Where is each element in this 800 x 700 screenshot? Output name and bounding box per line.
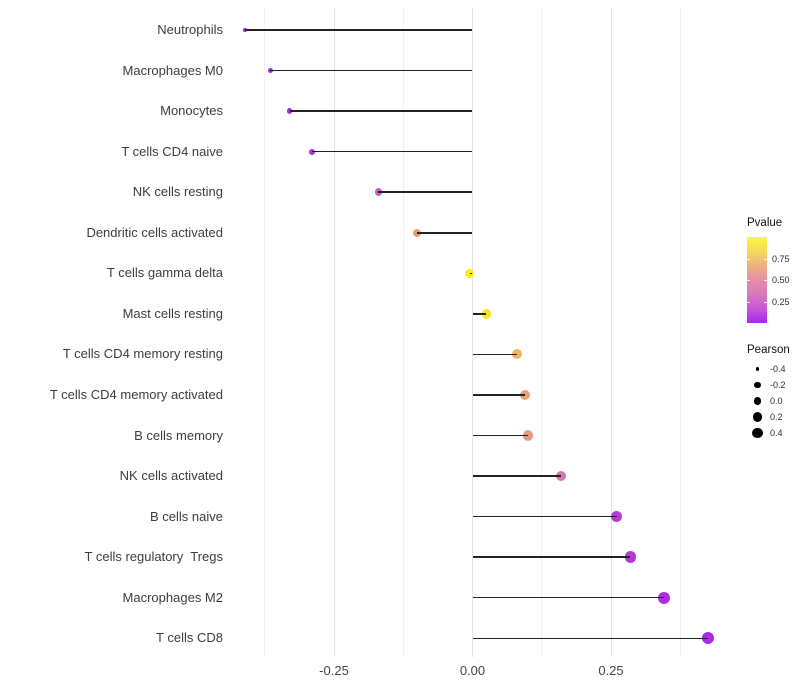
pvalue-tick-label: 0.75 — [772, 253, 790, 264]
pearson-legend-label: -0.4 — [770, 364, 786, 374]
lollipop-stem — [469, 272, 473, 275]
category-label: Macrophages M2 — [122, 589, 223, 605]
category-label: T cells CD4 naive — [121, 143, 223, 159]
pvalue-colorbar — [747, 237, 767, 323]
pvalue-colorbar-tickmark — [764, 258, 767, 260]
major-gridline — [333, 8, 335, 657]
lollipop-stem — [472, 475, 562, 477]
pvalue-legend-title: Pvalue — [747, 217, 783, 229]
pearson-legend-dot — [755, 367, 760, 371]
lollipop-dot — [374, 188, 383, 196]
lollipop-dot — [243, 27, 248, 33]
lollipop-dot — [701, 631, 715, 645]
pvalue-colorbar-tickmark — [747, 301, 750, 303]
pvalue-colorbar-tickmark — [764, 280, 767, 281]
lollipop-stem — [245, 29, 473, 31]
pearson-legend-label: 0.4 — [770, 428, 783, 438]
lollipop-dot — [522, 430, 533, 441]
pearson-legend-dot — [752, 427, 763, 439]
pearson-legend-label: 0.2 — [770, 412, 783, 422]
minor-gridline — [264, 8, 266, 657]
category-label: T cells gamma delta — [106, 265, 223, 281]
lollipop-stem — [472, 637, 708, 639]
pearson-legend-dot — [752, 412, 763, 422]
category-label: B cells naive — [150, 508, 223, 524]
major-gridline — [610, 8, 612, 657]
category-label: B cells memory — [134, 427, 223, 443]
lollipop-stem — [472, 556, 631, 558]
minor-gridline — [679, 8, 681, 657]
minor-gridline — [402, 8, 404, 657]
lollipop-stem — [289, 110, 473, 112]
lollipop-stem — [472, 313, 487, 315]
category-label: T cells CD8 — [156, 630, 223, 646]
lollipop-stem — [378, 191, 473, 193]
lollipop-stem — [472, 394, 526, 396]
category-label: Dendritic cells activated — [86, 224, 223, 240]
category-label: NK cells activated — [119, 468, 223, 484]
category-label: NK cells resting — [132, 184, 223, 200]
pvalue-colorbar-tickmark — [747, 280, 750, 281]
lollipop-stem — [472, 596, 664, 599]
category-label: Mast cells resting — [122, 305, 223, 321]
category-label: T cells regulatory Tregs — [84, 549, 223, 565]
pvalue-tick-label: 0.25 — [772, 296, 790, 307]
pvalue-tick-label: 0.50 — [772, 275, 790, 285]
category-label: Macrophages M0 — [122, 62, 223, 78]
pearson-legend-label: -0.2 — [770, 380, 786, 390]
lollipop-stem — [417, 232, 473, 234]
pearson-legend-dot — [754, 381, 761, 389]
category-label: T cells CD4 memory resting — [62, 346, 223, 362]
minor-gridline — [541, 8, 543, 657]
pearson-legend-dot — [753, 397, 762, 405]
pvalue-colorbar-tickmark — [764, 301, 767, 303]
lollipop-stem — [472, 434, 528, 437]
x-tick-label: -0.25 — [319, 663, 349, 678]
x-tick-label: 0.25 — [598, 663, 624, 678]
lollipop-stem — [311, 150, 473, 153]
pvalue-colorbar-tickmark — [747, 258, 750, 260]
major-gridline — [472, 8, 473, 657]
x-tick-label: 0.00 — [459, 663, 486, 678]
lollipop-stem — [472, 515, 617, 518]
category-label: T cells CD4 memory activated — [49, 386, 223, 402]
lollipop-stem — [472, 353, 517, 356]
lollipop-dot — [610, 510, 623, 523]
category-label: Monocytes — [160, 103, 223, 119]
lollipop-dot — [555, 470, 567, 482]
category-label: Neutrophils — [157, 22, 223, 37]
lollipop-stem — [270, 69, 473, 72]
pearson-legend-label: 0.0 — [770, 396, 783, 406]
pearson-legend-title: Pearson — [747, 344, 790, 356]
